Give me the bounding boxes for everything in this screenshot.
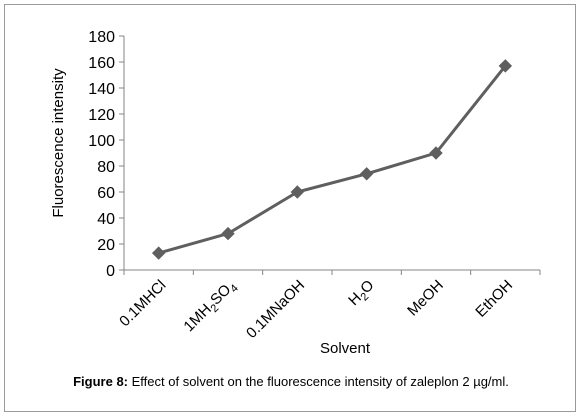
x-axis: 0.1MHCl 1MH2SO4 0.1MNaOH H2O MeOH EthOH bbox=[116, 269, 541, 342]
x-tick-label: 0.1MNaOH bbox=[243, 277, 308, 342]
y-tick-label: 160 bbox=[88, 55, 115, 72]
y-axis-title: Fluorescence intensity bbox=[50, 68, 67, 218]
y-tick-label: 140 bbox=[88, 81, 115, 98]
data-point bbox=[359, 167, 374, 181]
y-tick-label: 60 bbox=[97, 185, 115, 202]
y-tick-label: 20 bbox=[97, 237, 115, 254]
x-tick-label: MeOH bbox=[404, 277, 447, 320]
x-tick-label: 0.1MHCl bbox=[116, 277, 169, 330]
figure-frame bbox=[4, 4, 576, 412]
data-point bbox=[290, 185, 305, 199]
y-tick-label: 80 bbox=[97, 159, 115, 176]
y-tick-label: 0 bbox=[106, 263, 115, 280]
data-point bbox=[151, 246, 166, 260]
y-tick-label: 40 bbox=[97, 211, 115, 228]
x-tick-label: H2O bbox=[345, 277, 379, 311]
y-tick-label: 120 bbox=[88, 107, 115, 124]
series-line bbox=[158, 64, 507, 255]
y-tick-label: 180 bbox=[88, 29, 115, 46]
series-group bbox=[151, 59, 513, 260]
data-point bbox=[429, 146, 443, 160]
y-tick-label: 100 bbox=[88, 133, 115, 150]
data-point bbox=[221, 226, 235, 241]
x-axis-title: Solvent bbox=[320, 340, 371, 357]
caption-label: Figure 8: bbox=[73, 374, 129, 389]
y-axis: 0 20 40 60 80 100 120 140 160 180 bbox=[88, 29, 125, 280]
caption-text: Effect of solvent on the fluorescence in… bbox=[128, 374, 509, 389]
x-tick-label: EthOH bbox=[472, 277, 516, 321]
figure-caption: Figure 8: Effect of solvent on the fluor… bbox=[0, 374, 582, 389]
data-point bbox=[498, 59, 513, 73]
x-tick-label: 1MH2SO4 bbox=[180, 277, 241, 338]
